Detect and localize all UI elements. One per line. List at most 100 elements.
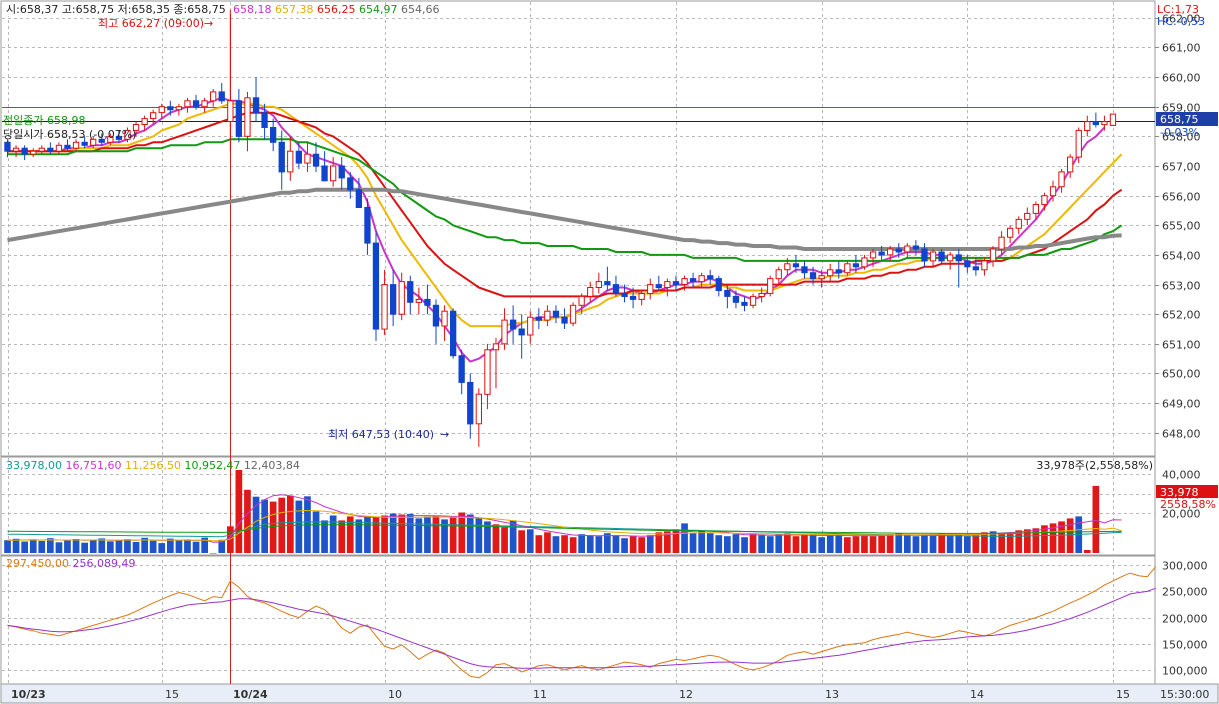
volume-bar-11 [98, 538, 106, 553]
volume-bar-8 [72, 539, 80, 553]
volume-bar-51 [441, 519, 448, 553]
volume-bar-78 [672, 529, 680, 553]
candle-97 [835, 260, 842, 279]
volume-bar-127 [1092, 485, 1100, 553]
volume-bar-89 [766, 536, 774, 553]
price-tick-label: 648,00 [1162, 428, 1201, 441]
price-tick-label: 653,00 [1162, 280, 1201, 293]
x-axis-bar [0, 683, 1219, 704]
volume-bar-105 [904, 535, 911, 553]
candle-9 [81, 136, 88, 149]
candle-92 [792, 254, 800, 273]
volume-bar-63 [544, 532, 551, 554]
volume-bar-113 [972, 535, 980, 553]
candle-21 [184, 97, 191, 113]
volume-bar-56 [484, 521, 491, 553]
ma-value-2: 656,25 [314, 3, 356, 16]
volume-bar-84 [724, 536, 731, 553]
volume-bar-30 [261, 499, 268, 553]
candle-102 [878, 246, 885, 261]
volume-bar-82 [706, 533, 714, 553]
candle-52 [450, 308, 457, 359]
candle-88 [758, 287, 765, 303]
volume-bar-49 [424, 516, 431, 553]
volume-bar-15 [132, 541, 140, 553]
candle-23 [201, 97, 208, 113]
indicator-line-1 [7, 587, 1156, 669]
volume-bar-14 [124, 539, 131, 553]
candle-54 [467, 373, 474, 439]
candle-110 [947, 251, 954, 270]
volume-panel[interactable] [0, 456, 1156, 556]
volume-bar-75 [646, 535, 654, 553]
candle-80 [689, 272, 697, 288]
candle-57 [492, 337, 500, 389]
candle-93 [801, 260, 808, 279]
candle-11 [98, 133, 105, 146]
price-panel[interactable] [0, 0, 1156, 457]
volume-bar-46 [398, 514, 406, 553]
x-tick-label: 10/24 [233, 688, 268, 701]
volume-bar-44 [381, 515, 388, 553]
candle-84 [724, 284, 731, 309]
candle-43 [372, 231, 380, 341]
candle-0 [4, 139, 11, 158]
volume-bar-59 [509, 520, 517, 553]
volume-bar-101 [869, 536, 877, 553]
candle-26 [227, 9, 234, 152]
volume-bar-55 [475, 517, 483, 553]
candle-8 [72, 139, 80, 152]
candle-94 [809, 266, 817, 285]
volume-tick-label: 20,000 [1162, 508, 1201, 521]
candle-37 [321, 151, 328, 182]
x-tick-label: 13 [825, 688, 839, 701]
candles [4, 9, 1117, 447]
candle-122 [1049, 180, 1057, 202]
volume-bar-6 [55, 542, 63, 553]
volume-bar-58 [501, 527, 508, 553]
volume-bar-20 [175, 540, 183, 553]
candle-114 [981, 257, 988, 276]
x-tick-label: 15 [165, 688, 179, 701]
volume-bar-45 [389, 513, 397, 553]
volume-bar-74 [638, 537, 645, 553]
candle-89 [767, 275, 774, 297]
candle-127 [1092, 112, 1099, 128]
candle-17 [150, 109, 157, 125]
volume-bar-77 [664, 531, 671, 553]
volume-bar-79 [681, 523, 688, 553]
candle-27 [235, 88, 242, 143]
indicator-tick-label: 250,000 [1162, 586, 1208, 599]
volume-bar-31 [269, 501, 277, 553]
volume-bar-92 [792, 536, 800, 553]
price-tick-label: 651,00 [1162, 339, 1201, 352]
volume-bar-41 [355, 519, 363, 553]
candle-68 [587, 281, 594, 303]
candle-48 [415, 287, 423, 315]
candle-96 [827, 263, 834, 282]
volume-averages [7, 494, 1122, 543]
candle-65 [561, 308, 568, 330]
prev-close-label: 전일종가 658,98 [3, 113, 85, 127]
volume-bar-29 [252, 496, 260, 553]
indicator-tick-label: 200,000 [1162, 613, 1208, 626]
volume-bar-50 [432, 515, 440, 553]
candle-100 [861, 254, 868, 270]
candle-101 [869, 249, 877, 267]
volume-bar-61 [526, 529, 534, 553]
price-change: -0,03% [1160, 126, 1199, 139]
candle-118 [1015, 216, 1022, 235]
volume-bar-111 [955, 534, 963, 553]
indicator-lines [7, 566, 1157, 679]
candle-30 [261, 103, 268, 140]
candle-63 [544, 305, 551, 327]
candle-3 [30, 148, 37, 158]
volume-bar-93 [801, 535, 808, 553]
candle-121 [1041, 192, 1048, 211]
candle-67 [578, 293, 585, 315]
candle-40 [347, 171, 354, 199]
high-annotation: 최고 662,27 (09:00) [98, 17, 204, 30]
volume-bar-4 [38, 540, 46, 553]
indicator-panel[interactable] [0, 555, 1156, 685]
